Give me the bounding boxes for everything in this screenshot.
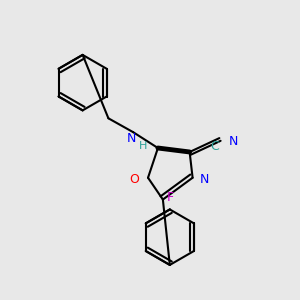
Text: N: N <box>229 135 238 148</box>
Text: N: N <box>127 132 136 145</box>
Text: O: O <box>129 173 139 186</box>
Text: C: C <box>210 140 219 152</box>
Text: F: F <box>166 191 173 204</box>
Text: H: H <box>139 141 147 151</box>
Text: N: N <box>200 173 209 186</box>
